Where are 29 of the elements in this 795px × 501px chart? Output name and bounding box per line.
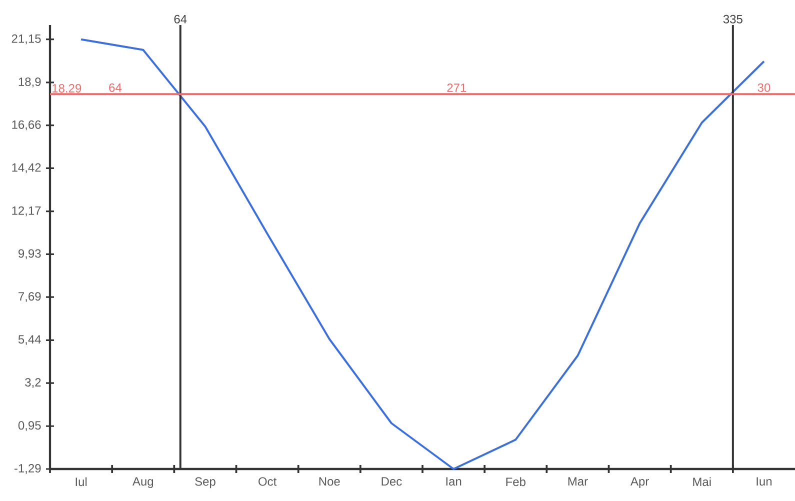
y-tick-label: 5,44: [18, 335, 41, 346]
annotation: 30: [758, 83, 770, 92]
x-tick-label: Iul: [76, 477, 87, 486]
y-tick-label: 21,15: [12, 34, 41, 44]
x-tick-label: Iun: [756, 477, 772, 486]
x-tick-label: Noe: [319, 477, 340, 486]
y-tick-label: 14,42: [12, 163, 41, 174]
y-tick-label: -1,29: [14, 464, 41, 474]
annotation: 64: [109, 83, 122, 92]
x-tick-label: Apr: [630, 477, 649, 488]
ref-line-label: 18.29: [52, 84, 82, 93]
y-tick-label: 3,2: [25, 378, 41, 388]
x-tick-label: Dec: [382, 477, 402, 486]
x-tick-label: Oct: [258, 477, 277, 486]
x-tick-label: Mar: [568, 477, 588, 486]
y-tick-label: 18,9: [18, 77, 41, 88]
y-tick-label: 0,95: [18, 421, 41, 432]
x-tick-label: Feb: [506, 477, 526, 486]
x-tick-label: Mai: [693, 477, 711, 486]
y-tick-label: 16,66: [12, 120, 41, 130]
x-tick-label: Ian: [446, 477, 462, 486]
text: 335: [723, 14, 742, 24]
text: 64: [174, 14, 187, 24]
x-tick-label: Aug: [132, 477, 154, 488]
x-tick-label: Sep: [195, 477, 216, 488]
y-tick-label: 12,17: [12, 206, 41, 216]
annotation: 271: [447, 83, 466, 92]
y-tick-label: 9,93: [18, 249, 41, 260]
y-tick-label: 7,69: [18, 292, 41, 302]
